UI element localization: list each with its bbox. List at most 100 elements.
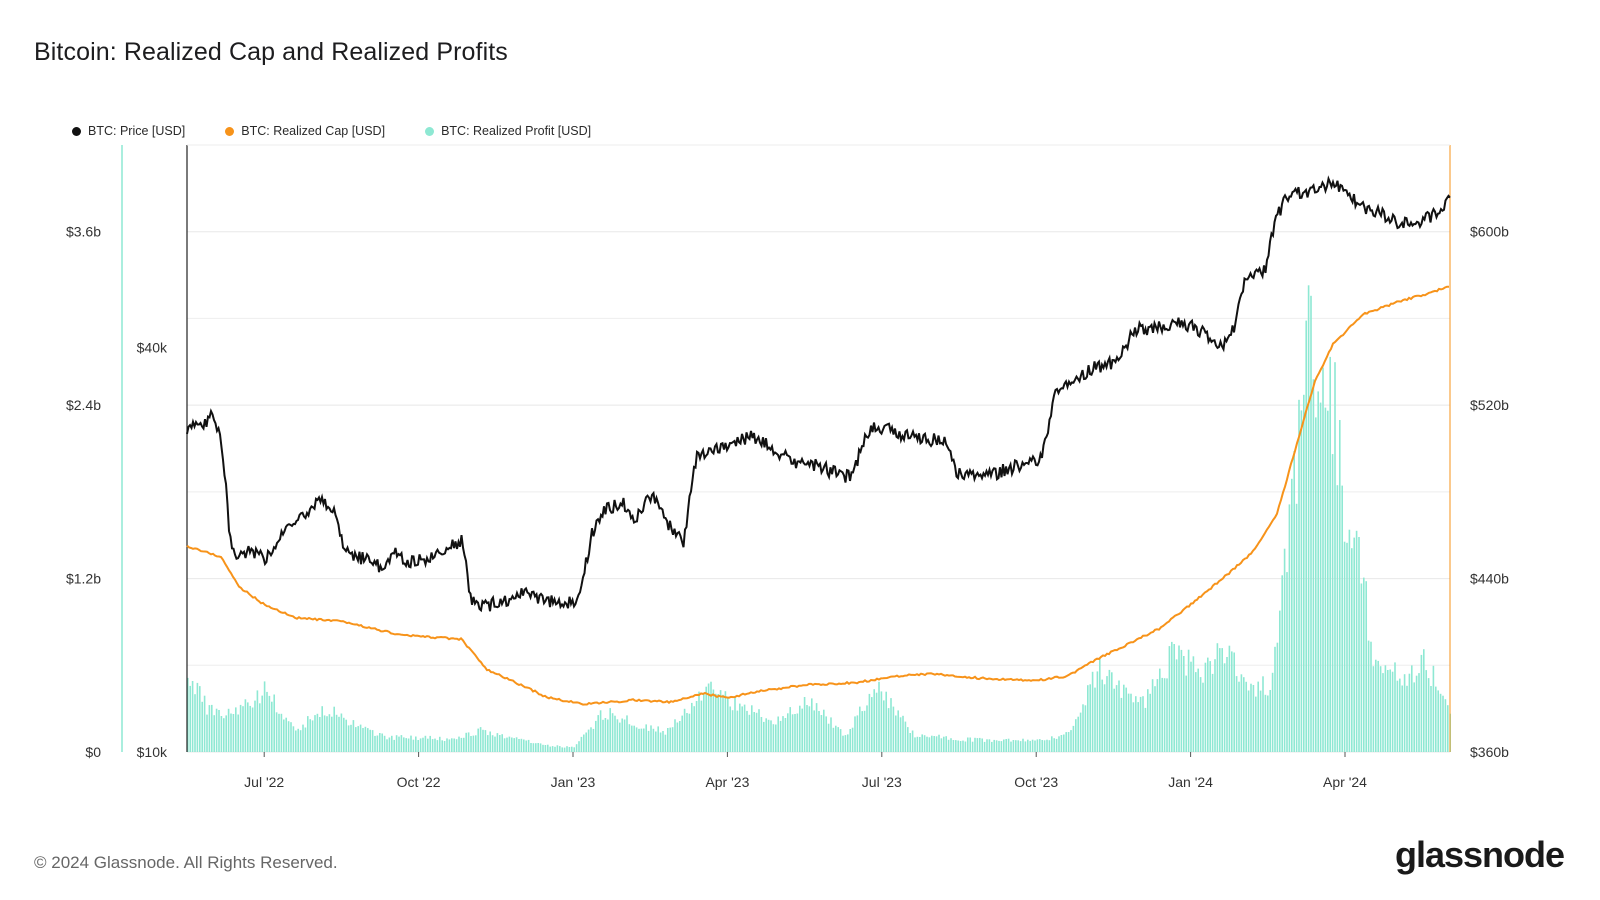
- profit-bar: [345, 719, 347, 752]
- profit-bar: [633, 725, 635, 752]
- profit-bar: [897, 710, 899, 752]
- profit-bar: [1353, 537, 1355, 752]
- profit-bar: [827, 723, 830, 752]
- profit-bar: [477, 728, 479, 752]
- profit-bar: [496, 733, 499, 752]
- legend: BTC: Price [USD] BTC: Realized Cap [USD]…: [72, 124, 591, 138]
- profit-bar: [1264, 694, 1267, 752]
- legend-item-realized-profit[interactable]: BTC: Realized Profit [USD]: [425, 124, 591, 138]
- profit-bar: [451, 738, 453, 752]
- profit-bar: [979, 737, 981, 752]
- profit-bar: [1283, 548, 1286, 752]
- profit-bar: [1262, 676, 1264, 752]
- profit-tick-label: $3.6b: [66, 224, 101, 240]
- profit-bar: [494, 736, 496, 752]
- profit-bar: [532, 743, 535, 752]
- profit-bar: [1159, 668, 1161, 752]
- profit-bar: [1312, 379, 1315, 752]
- profit-bar: [815, 703, 818, 752]
- profit-bar: [1435, 686, 1437, 752]
- profit-bar: [539, 743, 542, 752]
- profit-bar: [331, 716, 333, 752]
- profit-bar: [1423, 649, 1425, 752]
- glassnode-logo[interactable]: glassnode: [1395, 834, 1565, 875]
- profit-bar: [386, 739, 388, 752]
- profit-bar: [609, 708, 611, 752]
- profit-bar: [350, 724, 352, 752]
- profit-bar: [993, 739, 995, 752]
- profit-bar: [573, 747, 575, 752]
- legend-item-realized-cap[interactable]: BTC: Realized Cap [USD]: [225, 124, 385, 138]
- profit-bar: [1118, 680, 1120, 752]
- profit-bar: [333, 706, 335, 752]
- legend-dot-realized-profit: [425, 126, 435, 136]
- profit-bar: [549, 746, 551, 752]
- profit-bar: [599, 710, 602, 752]
- profit-bar: [518, 739, 520, 752]
- profit-bar: [1427, 678, 1430, 752]
- profit-bar: [621, 718, 623, 752]
- profit-bar: [950, 738, 952, 752]
- profit-bar: [686, 713, 688, 752]
- profit-bar: [225, 715, 227, 752]
- profit-bar: [1211, 673, 1214, 752]
- legend-dot-price: [72, 126, 81, 136]
- profit-bar: [650, 725, 652, 752]
- profit-bar: [851, 727, 854, 752]
- profit-bar: [1286, 572, 1288, 752]
- profit-bar: [544, 745, 547, 752]
- profit-bar: [410, 735, 412, 752]
- profit-bar: [547, 744, 549, 752]
- profit-bar: [1041, 740, 1043, 752]
- legend-label-price: BTC: Price [USD]: [88, 124, 186, 138]
- profit-bar: [244, 699, 247, 752]
- profit-bar: [1058, 736, 1060, 752]
- profit-bar: [1252, 685, 1255, 752]
- profit-bar: [878, 681, 880, 752]
- profit-bar: [1204, 662, 1207, 752]
- profit-bar: [871, 697, 873, 752]
- profit-bar: [525, 740, 527, 752]
- profit-bar: [835, 725, 837, 752]
- profit-bar: [1377, 660, 1379, 752]
- profit-bar: [856, 715, 859, 752]
- profit-bar: [1209, 661, 1211, 752]
- legend-dot-realized-cap: [225, 126, 235, 136]
- profit-bar: [1382, 673, 1384, 752]
- profit-bar: [388, 737, 391, 752]
- profit-bar: [1391, 671, 1394, 752]
- profit-bar: [499, 735, 501, 752]
- profit-bar: [921, 734, 923, 752]
- profit-bar: [777, 716, 779, 752]
- profit-bar: [1327, 410, 1329, 752]
- profit-bar: [703, 693, 705, 752]
- profit-bar: [395, 735, 398, 752]
- profit-bar: [763, 721, 765, 752]
- profit-bar: [914, 737, 916, 752]
- profit-bar: [1255, 696, 1257, 752]
- profit-bar: [1223, 663, 1226, 752]
- profit-bar: [1310, 295, 1312, 752]
- legend-item-price[interactable]: BTC: Price [USD]: [72, 124, 185, 138]
- profit-bar: [1351, 548, 1353, 752]
- profit-bar: [1156, 679, 1159, 752]
- profit-bar: [1403, 674, 1406, 752]
- profit-bar: [952, 740, 955, 752]
- profit-bar: [1259, 690, 1262, 752]
- profit-bar: [383, 735, 386, 752]
- profit-bar: [187, 677, 189, 752]
- profit-bar: [297, 728, 299, 752]
- profit-bar: [789, 707, 791, 752]
- profit-bar: [1319, 402, 1322, 752]
- profit-bar: [1130, 693, 1132, 752]
- profit-bar: [1329, 356, 1331, 752]
- profit-bar: [676, 722, 679, 752]
- profit-bar: [1087, 685, 1089, 752]
- profit-bar: [227, 708, 230, 752]
- profit-bar: [501, 734, 503, 752]
- profit-bar: [1411, 665, 1413, 752]
- profit-bar: [1406, 685, 1408, 752]
- profit-bar: [1291, 478, 1293, 752]
- profit-bar: [683, 708, 686, 752]
